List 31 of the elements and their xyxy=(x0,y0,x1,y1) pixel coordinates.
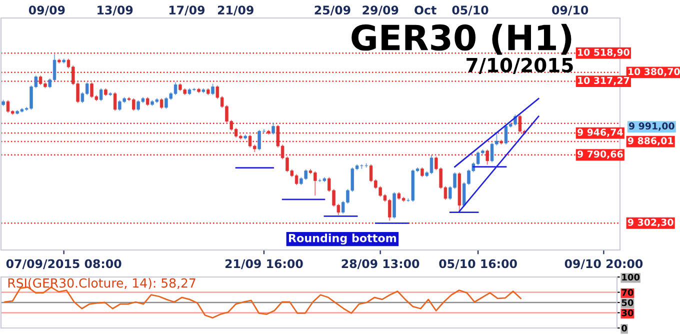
text: 25/09 xyxy=(314,6,350,16)
y-tick-label: 50 xyxy=(622,299,634,306)
text: 29/09 xyxy=(362,6,398,16)
ref-line-label: 10 380,70 xyxy=(628,68,680,76)
y-tick-label: 70 xyxy=(622,289,634,296)
x-tick-label: 28/09 13:00 xyxy=(342,259,420,270)
text: 05/10 xyxy=(452,6,488,16)
text: 09/10 xyxy=(552,6,588,16)
text: 09/09 xyxy=(28,6,65,16)
annotation: Rounding bottom xyxy=(289,234,396,245)
x-tick-label: 09/10 20:00 xyxy=(564,259,643,270)
text: 21/09 xyxy=(218,6,254,16)
ref-line-label: 9 886,01 xyxy=(628,137,674,146)
x-tick-label: 07/09/2015 08:00 xyxy=(6,259,122,270)
y-tick-label: 30 xyxy=(622,309,634,316)
x-tick-label: 05/10 16:00 xyxy=(439,259,517,270)
text: 17/09 xyxy=(169,6,205,16)
chart-title: GER30 (H1) xyxy=(352,24,572,55)
ref-line-label: 9 946,74 xyxy=(577,128,623,138)
ref-line-label: 9 790,66 xyxy=(577,150,623,159)
ref-line-label: 10 518,90 xyxy=(578,48,630,58)
text: 7/10/2015 xyxy=(466,58,573,74)
text: 13/09 xyxy=(98,6,133,16)
ref-line-label: 9 302,30 xyxy=(628,218,674,228)
chart-title: RSI(GER30.Cloture, 14): 58,27 xyxy=(8,278,196,290)
ref-line-label: 10 317,27 xyxy=(578,76,630,86)
text: 9 991,00 xyxy=(628,122,674,131)
y-tick-label: 100 xyxy=(622,274,640,281)
y-tick-label: 0 xyxy=(622,324,628,332)
x-tick-label: 21/09 16:00 xyxy=(225,259,303,270)
text: Oct xyxy=(414,6,436,15)
